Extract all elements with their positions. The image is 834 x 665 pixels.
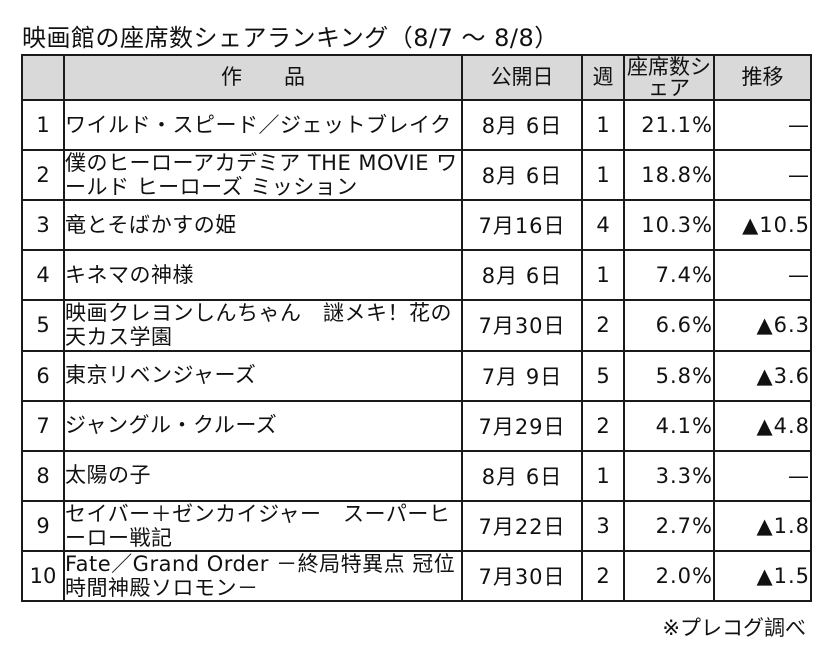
row-title: Fate／Grand Order －終局特異点 冠位時間神殿ソロモン－: [63, 549, 463, 603]
row-rank: 4: [21, 249, 65, 302]
row-share: 21.1%: [623, 99, 715, 151]
row-rank: 8: [21, 449, 65, 502]
row-share: 2.7%: [623, 499, 715, 552]
row-release: 7月 9日: [461, 349, 583, 402]
header-trend: 推移: [713, 54, 812, 101]
row-rank: 5: [21, 299, 65, 352]
row-rank: 10: [21, 549, 65, 603]
row-title: 映画クレヨンしんちゃん 謎メキ！花の天カス学園: [63, 299, 463, 352]
row-title: キネマの神様: [63, 249, 463, 302]
row-rank: 3: [21, 199, 65, 252]
table-row: 9 セイバー＋ゼンカイジャー スーパーヒーロー戦記 7月22日 3 2.7% ▲…: [21, 499, 812, 552]
header-weeks: 週: [581, 54, 625, 101]
row-weeks: 2: [581, 299, 625, 352]
table-row: 10 Fate／Grand Order －終局特異点 冠位時間神殿ソロモン－ 7…: [21, 549, 812, 603]
row-release: 7月16日: [461, 199, 583, 252]
row-title: ジャングル・クルーズ: [63, 399, 463, 452]
row-weeks: 4: [581, 199, 625, 252]
row-share: 7.4%: [623, 249, 715, 302]
row-release: 8月 6日: [461, 249, 583, 302]
row-weeks: 3: [581, 499, 625, 552]
row-weeks: 1: [581, 449, 625, 502]
header-row: 作 品 公開日 週 座席数シェア 推移: [21, 54, 812, 101]
row-share: 3.3%: [623, 449, 715, 502]
row-title: 竜とそばかすの姫: [63, 199, 463, 252]
row-weeks: 1: [581, 148, 625, 202]
row-share: 4.1%: [623, 399, 715, 452]
row-trend: —: [713, 148, 812, 202]
row-release: 8月 6日: [461, 449, 583, 502]
row-share: 10.3%: [623, 199, 715, 252]
row-rank: 2: [21, 148, 65, 202]
row-weeks: 1: [581, 99, 625, 151]
row-rank: 6: [21, 349, 65, 402]
table-row: 8 太陽の子 8月 6日 1 3.3% —: [21, 449, 812, 502]
row-share: 5.8%: [623, 349, 715, 402]
row-rank: 1: [21, 99, 65, 151]
ranking-table: 作 品 公開日 週 座席数シェア 推移 1 ワイルド・スピード／ジェットブレイク…: [21, 54, 812, 603]
row-title: 僕のヒーローアカデミア THE MOVIE ワールド ヒーローズ ミッション: [63, 148, 463, 202]
row-release: 8月 6日: [461, 148, 583, 202]
table-row: 5 映画クレヨンしんちゃん 謎メキ！花の天カス学園 7月30日 2 6.6% ▲…: [21, 299, 812, 352]
row-release: 7月22日: [461, 499, 583, 552]
row-release: 7月30日: [461, 299, 583, 352]
row-weeks: 5: [581, 349, 625, 402]
table-row: 1 ワイルド・スピード／ジェットブレイク 8月 6日 1 21.1% —: [21, 99, 812, 151]
row-trend: ▲4.8: [713, 399, 812, 452]
table-row: 7 ジャングル・クルーズ 7月29日 2 4.1% ▲4.8: [21, 399, 812, 452]
row-trend: —: [713, 249, 812, 302]
header-title: 作 品: [63, 54, 463, 101]
row-title: セイバー＋ゼンカイジャー スーパーヒーロー戦記: [63, 499, 463, 552]
header-rank: [21, 54, 65, 101]
row-share: 2.0%: [623, 549, 715, 603]
table-row: 2 僕のヒーローアカデミア THE MOVIE ワールド ヒーローズ ミッション…: [21, 148, 812, 202]
table-row: 6 東京リベンジャーズ 7月 9日 5 5.8% ▲3.6: [21, 349, 812, 402]
row-weeks: 2: [581, 399, 625, 452]
row-release: 7月29日: [461, 399, 583, 452]
row-trend: —: [713, 449, 812, 502]
row-release: 8月 6日: [461, 99, 583, 151]
row-trend: ▲1.8: [713, 499, 812, 552]
row-share: 18.8%: [623, 148, 715, 202]
row-trend: —: [713, 99, 812, 151]
row-share: 6.6%: [623, 299, 715, 352]
row-title: 太陽の子: [63, 449, 463, 502]
row-title: 東京リベンジャーズ: [63, 349, 463, 402]
header-release: 公開日: [461, 54, 583, 101]
row-weeks: 2: [581, 549, 625, 603]
row-trend: ▲10.5: [713, 199, 812, 252]
row-title: ワイルド・スピード／ジェットブレイク: [63, 99, 463, 151]
page-title: 映画館の座席数シェアランキング（8/7 ～ 8/8）: [22, 24, 559, 52]
row-release: 7月30日: [461, 549, 583, 603]
header-share: 座席数シェア: [623, 54, 715, 101]
source-note: ※プレコグ調べ: [662, 616, 806, 640]
row-trend: ▲6.3: [713, 299, 812, 352]
row-rank: 9: [21, 499, 65, 552]
row-rank: 7: [21, 399, 65, 452]
row-weeks: 1: [581, 249, 625, 302]
row-trend: ▲1.5: [713, 549, 812, 603]
row-trend: ▲3.6: [713, 349, 812, 402]
table-row: 3 竜とそばかすの姫 7月16日 4 10.3% ▲10.5: [21, 199, 812, 252]
table-row: 4 キネマの神様 8月 6日 1 7.4% —: [21, 249, 812, 302]
